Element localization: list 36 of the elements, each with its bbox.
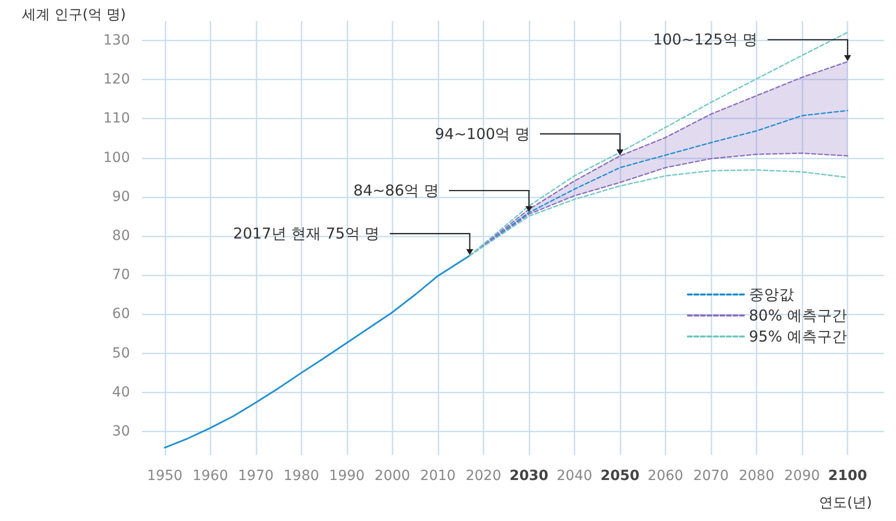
legend-label: 중앙값 [748,286,794,304]
y-tick-label: 90 [112,188,130,205]
y-tick-label: 50 [112,345,130,362]
x-tick-label: 2020 [466,468,502,484]
annotation: 94~100억 명 [434,124,530,143]
x-tick-label: 2010 [420,468,456,484]
y-tick-label: 110 [103,110,130,127]
annotation: 84~86억 명 [353,182,439,200]
x-tick-label: 2040 [556,468,592,484]
x-tick-label: 2060 [648,468,684,484]
x-tick-label: 2050 [600,468,640,484]
y-tick-label: 130 [103,32,130,49]
x-tick-label: 1970 [238,468,274,484]
y-tick-label: 100 [103,150,130,166]
annotation: 100~125억 명 [652,30,758,49]
x-tick-label: 2090 [784,468,820,484]
y-tick-label: 60 [112,306,130,322]
x-tick-label: 2080 [738,468,774,484]
y-tick-label: 40 [112,384,130,400]
y-tick-label: 30 [112,424,130,440]
x-tick-label: 1960 [192,468,228,484]
legend-label: 95% 예측구간 [748,328,847,346]
x-tick-label: 2100 [828,468,868,484]
x-tick-label: 1950 [146,468,183,484]
y-tick-label: 80 [112,228,130,244]
x-axis-title: 연도(년) [819,495,872,511]
x-tick-label: 1990 [329,468,365,484]
x-tick-label: 2030 [509,468,549,484]
y-axis-title: 세계 인구(억 명) [22,7,126,23]
x-tick-label: 1980 [284,468,320,484]
y-tick-label: 120 [103,72,130,88]
x-tick-label: 2000 [374,468,410,484]
y-tick-label: 70 [112,267,130,284]
x-tick-label: 2070 [693,468,729,484]
legend-label: 80% 예측구간 [748,306,847,324]
annotation: 2017년 현재 75억 명 [233,224,380,243]
